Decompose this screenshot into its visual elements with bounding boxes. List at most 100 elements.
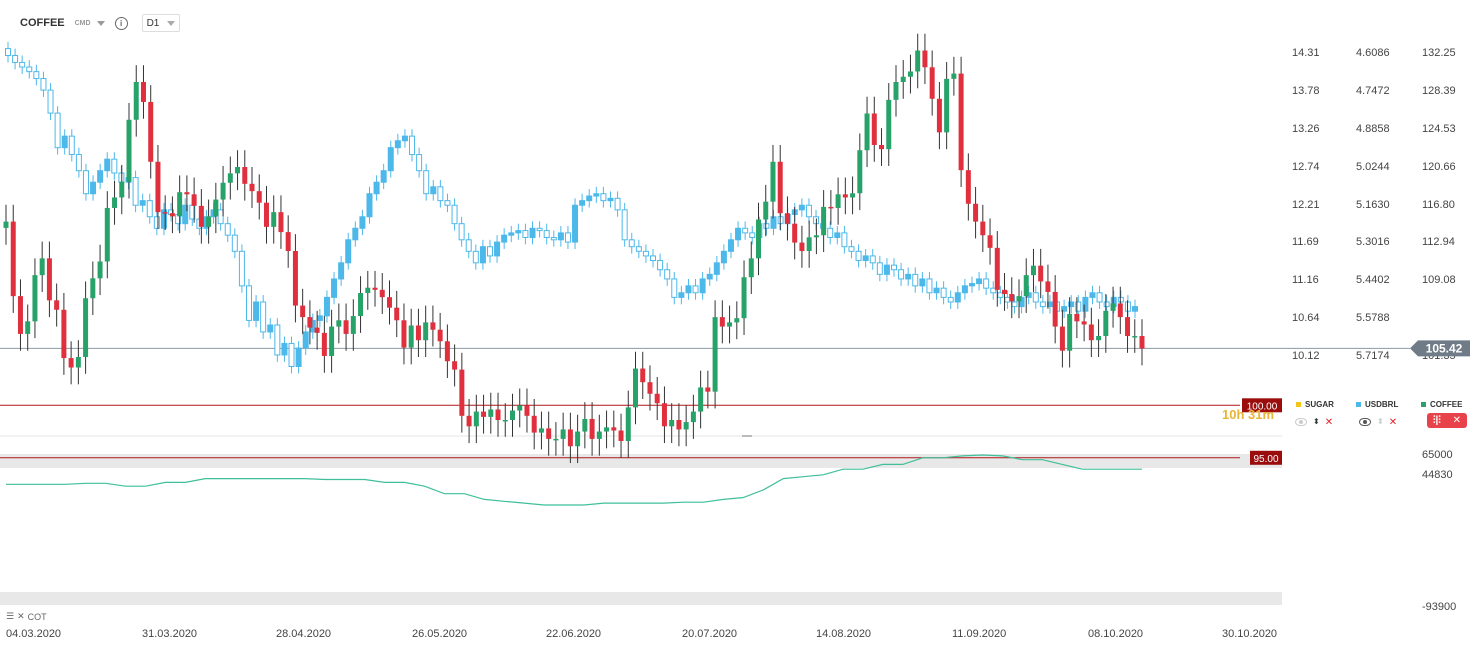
sugar-axis-tick: 10.12 bbox=[1292, 350, 1320, 362]
coffee-candle bbox=[1038, 265, 1044, 282]
coffee-candle bbox=[915, 50, 921, 72]
usdbrl-candle bbox=[1075, 301, 1082, 312]
coffee-candle bbox=[1002, 289, 1008, 295]
usdbrl-candle bbox=[281, 342, 288, 356]
sugar-axis-tick: 12.74 bbox=[1292, 161, 1320, 173]
usdbrl-candle bbox=[33, 71, 40, 80]
usdbrl-candle bbox=[770, 216, 777, 229]
coffee-candle bbox=[1074, 313, 1080, 322]
x-axis-tick: 08.10.2020 bbox=[1088, 628, 1143, 640]
usdbrl-candle bbox=[919, 278, 926, 287]
usdbrl-candle bbox=[678, 292, 685, 298]
usdbrl-candle bbox=[912, 273, 919, 287]
usdbrl-candle bbox=[47, 89, 54, 114]
indicator-close-icon[interactable]: ✕ bbox=[17, 611, 25, 621]
coffee-candle bbox=[430, 322, 436, 330]
usdbrl-candle bbox=[54, 112, 61, 149]
coffee-candle bbox=[75, 357, 81, 368]
usdbrl-candle bbox=[933, 287, 940, 294]
coffee-candle bbox=[329, 326, 335, 356]
coffee-axis-tick: 116.80 bbox=[1422, 199, 1455, 211]
usdbrl-candle bbox=[628, 239, 635, 248]
indicator-menu-icon[interactable]: ☰ bbox=[6, 611, 15, 621]
coffee-candle bbox=[893, 81, 899, 100]
usdbrl-remove-icon[interactable]: ✕ bbox=[1388, 416, 1398, 428]
usdbrl-candle bbox=[416, 154, 423, 172]
coffee-candle bbox=[408, 325, 414, 348]
usdbrl-candle bbox=[898, 269, 905, 280]
cot-label: COT bbox=[27, 611, 47, 622]
usdbrl-axis-tick: 5.7174 bbox=[1356, 350, 1390, 362]
info-icon[interactable]: i bbox=[114, 16, 128, 30]
usdbrl-axis-tick: 5.1630 bbox=[1356, 199, 1390, 211]
coffee-candle bbox=[184, 192, 190, 195]
usdbrl-candle bbox=[621, 209, 628, 241]
usdbrl-candle bbox=[976, 278, 983, 285]
coffee-candle bbox=[292, 250, 298, 306]
coffee-settings-icon[interactable]: ⫶|⫶ bbox=[1432, 415, 1441, 426]
coffee-candle bbox=[546, 428, 552, 439]
usdbrl-candle bbox=[614, 197, 621, 211]
timeframe-select[interactable]: D1 bbox=[141, 14, 181, 32]
usdbrl-axis-tick: 5.0244 bbox=[1356, 161, 1390, 173]
coffee-remove-icon[interactable]: ✕ bbox=[1452, 415, 1462, 426]
coffee-candle bbox=[198, 205, 204, 227]
coffee-candle bbox=[1081, 321, 1087, 325]
coffee-candle bbox=[220, 182, 226, 200]
coffee-candle bbox=[394, 307, 400, 321]
symbol-name[interactable]: COFFEE bbox=[20, 17, 65, 29]
usdbrl-candle bbox=[706, 273, 713, 280]
usdbrl-candle bbox=[486, 246, 493, 257]
usdbrl-controls: ⬍ ✕ bbox=[1359, 416, 1397, 428]
sugar-visibility-eye-icon[interactable] bbox=[1295, 418, 1307, 426]
instrument-type: CMD bbox=[74, 19, 91, 27]
x-axis-tick: 11.09.2020 bbox=[952, 628, 1006, 640]
coffee-candle bbox=[596, 431, 602, 439]
coffee-candle bbox=[206, 216, 212, 227]
usdbrl-candle bbox=[891, 264, 898, 271]
usdbrl-visibility-eye-icon[interactable] bbox=[1359, 418, 1371, 426]
coffee-candle bbox=[365, 287, 371, 293]
coffee-candle bbox=[256, 191, 262, 203]
coffee-candle bbox=[567, 429, 573, 447]
usdbrl-candle bbox=[692, 285, 699, 294]
usdbrl-candle bbox=[1068, 301, 1075, 308]
usdbrl-candle bbox=[302, 331, 309, 349]
usdbrl-candle bbox=[763, 223, 770, 229]
coffee-candle bbox=[741, 277, 747, 319]
coffee-candle bbox=[249, 183, 255, 192]
coffee-candle bbox=[61, 309, 67, 359]
legend-usdbrl: USDBRL bbox=[1356, 400, 1398, 409]
usdbrl-candle bbox=[274, 324, 281, 356]
coffee-candle bbox=[452, 361, 458, 370]
chart-header: COFFEE CMD i D1 bbox=[0, 12, 181, 34]
usdbrl-candle bbox=[720, 250, 727, 264]
coffee-candle bbox=[661, 403, 667, 427]
usdbrl-candle bbox=[522, 230, 529, 238]
instrument-dropdown-icon[interactable] bbox=[96, 20, 105, 26]
sugar-axis-tick: 12.21 bbox=[1292, 199, 1320, 211]
usdbrl-candle bbox=[876, 262, 883, 275]
coffee-candle bbox=[538, 428, 544, 433]
coffee-candle bbox=[336, 320, 342, 327]
coffee-candle bbox=[842, 194, 848, 198]
coffee-candle bbox=[97, 261, 103, 279]
coffee-candle bbox=[358, 292, 364, 317]
usdbrl-candle bbox=[1089, 292, 1096, 298]
coffee-candle bbox=[676, 420, 682, 430]
usdbrl-candle bbox=[1039, 301, 1046, 308]
coffee-candle bbox=[770, 161, 776, 202]
coffee-candle bbox=[307, 317, 313, 328]
coffee-candle bbox=[727, 322, 733, 327]
usdbrl-candle bbox=[380, 170, 387, 183]
usdbrl-order-arrows-icon[interactable]: ⬍ bbox=[1377, 417, 1384, 426]
coffee-candle bbox=[1117, 303, 1123, 318]
sugar-order-arrows-icon[interactable]: ⬍ bbox=[1313, 417, 1320, 426]
coffee-candle bbox=[177, 192, 183, 217]
sugar-remove-icon[interactable]: ✕ bbox=[1324, 416, 1334, 428]
usdbrl-candle bbox=[798, 204, 805, 211]
usdbrl-candle bbox=[451, 204, 458, 225]
x-axis-tick: 31.03.2020 bbox=[142, 628, 197, 640]
coffee-candle bbox=[951, 73, 957, 79]
